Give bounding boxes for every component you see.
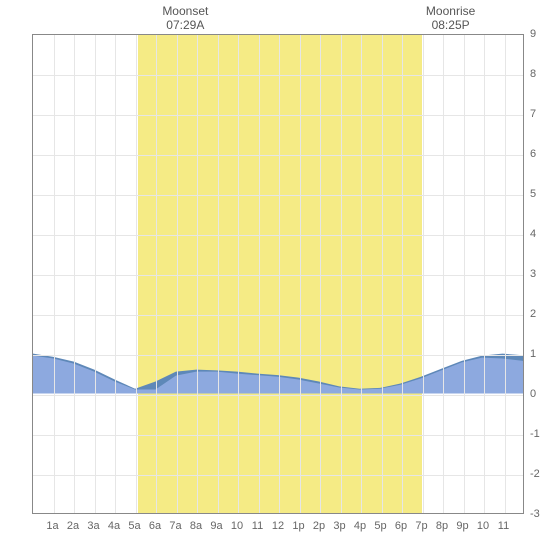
x-tick-label: 1p [292,520,304,532]
grid-h [33,355,523,356]
grid-v [402,35,403,513]
x-tick-label: 2p [313,520,325,532]
grid-h [33,195,523,196]
y-tick-label: -1 [530,428,540,440]
grid-v [259,35,260,513]
x-tick-label: 8a [190,520,202,532]
grid-v [95,35,96,513]
x-tick-label: 1a [46,520,58,532]
grid-v [136,35,137,513]
moonset-label: Moonset 07:29A [162,4,208,32]
y-tick-label: 7 [530,108,536,120]
y-tick-label: 6 [530,148,536,160]
grid-v [54,35,55,513]
grid-v [238,35,239,513]
x-tick-label: 4p [354,520,366,532]
y-tick-label: 1 [530,348,536,360]
grid-v [382,35,383,513]
grid-h [33,275,523,276]
x-tick-label: 5a [128,520,140,532]
grid-v [484,35,485,513]
y-tick-label: -3 [530,508,540,520]
grid-h [33,75,523,76]
grid-v [74,35,75,513]
grid-v [279,35,280,513]
grid-v [443,35,444,513]
grid-v [177,35,178,513]
x-tick-label: 2a [67,520,79,532]
tide-daylight-chart: { "chart": { "type": "area", "width": 55… [0,0,550,550]
y-tick-label: -2 [530,468,540,480]
y-tick-label: 4 [530,228,536,240]
x-tick-label: 10 [477,520,489,532]
grid-h [33,115,523,116]
x-tick-label: 10 [231,520,243,532]
grid-v [300,35,301,513]
x-tick-label: 9a [210,520,222,532]
x-tick-label: 3p [333,520,345,532]
grid-h [33,475,523,476]
moonrise-label: Moonrise 08:25P [426,4,475,32]
grid-v [341,35,342,513]
y-tick-label: 9 [530,28,536,40]
x-tick-label: 5p [374,520,386,532]
grid-v [218,35,219,513]
grid-v [156,35,157,513]
x-tick-label: 9p [456,520,468,532]
x-tick-label: 7a [169,520,181,532]
grid-v [115,35,116,513]
grid-v [505,35,506,513]
x-tick-label: 7p [415,520,427,532]
x-tick-label: 8p [436,520,448,532]
grid-v [464,35,465,513]
grid-h [33,155,523,156]
grid-v [361,35,362,513]
grid-h [33,395,523,396]
y-tick-label: 0 [530,388,536,400]
grid-h [33,435,523,436]
y-tick-label: 3 [530,268,536,280]
y-tick-label: 8 [530,68,536,80]
y-tick-label: 5 [530,188,536,200]
x-tick-label: 6p [395,520,407,532]
plot-area [32,34,524,514]
x-tick-label: 11 [252,520,263,532]
grid-h [33,315,523,316]
x-tick-label: 4a [108,520,120,532]
grid-v [423,35,424,513]
grid-v [197,35,198,513]
grid-h [33,235,523,236]
x-tick-label: 11 [498,520,509,532]
tide-area [33,35,523,513]
tide-front [33,356,523,394]
y-tick-label: 2 [530,308,536,320]
x-tick-label: 6a [149,520,161,532]
x-tick-label: 3a [87,520,99,532]
grid-v [320,35,321,513]
x-tick-label: 12 [272,520,284,532]
